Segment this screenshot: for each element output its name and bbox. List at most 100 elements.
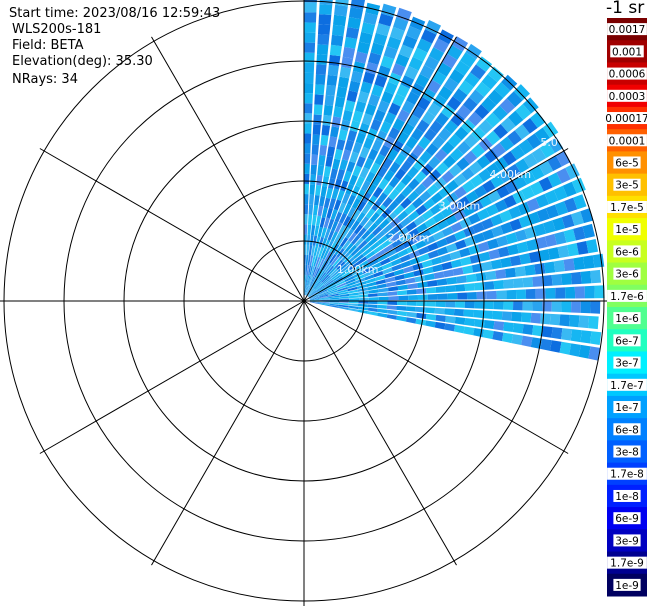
range-gate (445, 301, 456, 308)
range-gate (351, 235, 361, 245)
colorbar-label: 1.7e-5 (610, 202, 644, 214)
range-gate (376, 166, 388, 178)
range-gate (446, 96, 462, 111)
range-gate (387, 309, 398, 315)
range-gate (364, 232, 375, 243)
range-gate (348, 301, 359, 304)
range-gate (311, 154, 318, 166)
range-gate (499, 98, 516, 114)
range-gate (375, 279, 386, 285)
range-gate (425, 143, 439, 157)
range-gate (419, 229, 432, 240)
range-gate (308, 289, 316, 297)
range-gate (353, 224, 364, 235)
ray (307, 66, 504, 297)
range-gate (413, 158, 426, 171)
range-gate (475, 81, 491, 97)
range-gate (310, 174, 317, 186)
range-gate (445, 285, 456, 293)
range-gate (319, 4, 333, 16)
range-gate (376, 204, 387, 216)
range-gate (433, 38, 450, 53)
range-gate (328, 291, 339, 296)
range-gate (441, 141, 455, 155)
range-gate (549, 313, 561, 326)
colorbar-label-bg (603, 112, 647, 125)
range-gate (307, 214, 313, 226)
range-gate (487, 238, 499, 250)
range-gate (357, 227, 367, 238)
range-gate (502, 150, 517, 166)
range-gate (486, 290, 497, 300)
range-gate (500, 257, 512, 268)
range-gate (507, 130, 522, 146)
range-gate (394, 181, 406, 194)
range-gate (320, 134, 329, 146)
range-gate (432, 264, 443, 273)
range-gate (411, 197, 424, 209)
range-gate (343, 273, 353, 281)
range-gate (329, 253, 337, 264)
range-gate (329, 303, 340, 307)
range-gate (322, 275, 331, 284)
range-gate (405, 306, 416, 312)
range-gate (356, 200, 367, 212)
range-gate (307, 288, 314, 297)
range-gate (446, 44, 463, 60)
range-gate (388, 189, 400, 201)
range-gate (342, 46, 356, 59)
colorbar-label: 3e-7 (615, 358, 639, 370)
range-gate (373, 109, 386, 123)
range-gate (403, 265, 414, 274)
range-gate (493, 123, 509, 139)
range-gate (496, 290, 507, 300)
range-gate (363, 270, 375, 277)
range-gate (333, 274, 343, 282)
range-gate (374, 74, 388, 88)
range-gate (481, 74, 498, 90)
range-gate (328, 198, 336, 209)
range-gate (312, 235, 318, 246)
range-gate (307, 254, 311, 266)
range-gate (570, 329, 582, 343)
range-gate (356, 284, 367, 290)
range-gate (336, 261, 346, 270)
range-gate (359, 216, 370, 227)
colorbar-label-bg (613, 356, 641, 369)
range-gate (488, 249, 500, 260)
range-gate (330, 231, 339, 242)
range-gate (400, 173, 413, 186)
range-gate (358, 260, 369, 268)
range-gate (327, 286, 338, 292)
range-gate (473, 327, 485, 338)
range-gate (522, 277, 534, 288)
range-gate (329, 295, 340, 299)
range-gate (543, 220, 556, 234)
range-gate (503, 194, 517, 208)
range-gate (547, 172, 562, 188)
range-gate (529, 181, 544, 196)
colorbar: 0.0017 0.001 0.0006 0.0003 0.00017 0.0001 6e-5… (603, 18, 647, 597)
range-gate (364, 274, 375, 281)
range-gate (425, 20, 442, 35)
range-gate (436, 219, 449, 231)
range-gate (348, 305, 359, 310)
range-gate (309, 298, 320, 301)
range-gate (400, 197, 412, 209)
range-gate (459, 217, 472, 229)
colorbar-label-bg (613, 245, 641, 258)
range-gate (383, 244, 394, 253)
range-gate (365, 171, 376, 184)
range-gate (319, 296, 330, 300)
range-gate (305, 275, 308, 286)
range-gate (460, 256, 472, 266)
range-gate (386, 36, 402, 50)
range-gate (393, 17, 409, 31)
range-gate (342, 215, 352, 227)
colorbar-label: 6e-6 (615, 246, 639, 258)
range-gate (409, 256, 421, 266)
range-gate (561, 272, 572, 286)
range-gate (315, 269, 322, 279)
range-gate (429, 203, 442, 216)
range-gate (500, 117, 516, 133)
